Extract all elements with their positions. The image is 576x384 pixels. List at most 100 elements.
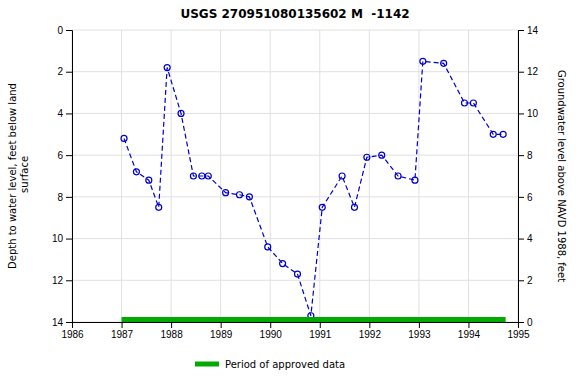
grid-line <box>72 155 518 156</box>
tick-mark <box>122 322 123 328</box>
tick-label: 6 <box>527 192 533 203</box>
tick: 2 <box>518 275 533 286</box>
marker <box>190 173 196 179</box>
tick-mark <box>221 322 222 328</box>
marker <box>470 100 476 106</box>
tick: 6 <box>57 150 72 161</box>
tick: 1992 <box>359 322 382 340</box>
marker <box>490 131 496 137</box>
tick: 4 <box>518 233 533 244</box>
marker <box>364 154 370 160</box>
y-axis: 02468101214 <box>52 25 73 328</box>
marker <box>178 110 184 116</box>
marks <box>121 58 506 322</box>
tick: 1990 <box>260 322 283 340</box>
tick-label: 1987 <box>111 329 134 340</box>
tick-mark <box>66 72 72 73</box>
tick-label: 10 <box>527 108 539 119</box>
tick-label: 1986 <box>61 329 84 340</box>
tick-mark <box>66 280 72 281</box>
marker <box>121 135 127 141</box>
marker <box>280 261 286 267</box>
tick-mark <box>66 113 72 114</box>
tick-mark <box>518 72 524 73</box>
tick-mark <box>369 322 370 328</box>
grid-line <box>72 196 518 197</box>
tick-mark <box>66 30 72 31</box>
tick-mark <box>320 322 321 328</box>
legend-swatch <box>195 362 219 367</box>
grid-line <box>72 280 518 281</box>
approved-period <box>122 317 506 322</box>
tick: 10 <box>518 108 539 119</box>
tick-label: 1992 <box>359 329 382 340</box>
tick: 14 <box>518 25 539 36</box>
tick: 1988 <box>160 322 183 340</box>
tick-label: 1993 <box>408 329 431 340</box>
tick-label: 4 <box>57 108 63 119</box>
tick: 10 <box>52 233 72 244</box>
marker <box>500 131 506 137</box>
tick-label: 6 <box>57 150 63 161</box>
tick: 1987 <box>111 322 134 340</box>
tick-mark <box>66 239 72 240</box>
marker <box>294 271 300 277</box>
legend-label: Period of approved data <box>225 359 345 370</box>
chart: 1986198719881989199019911992199319941995… <box>0 0 576 384</box>
axis-line <box>519 31 525 323</box>
tick-label: 1995 <box>507 329 530 340</box>
tick-label: 1994 <box>458 329 481 340</box>
tick-label: 2 <box>57 66 63 77</box>
grid-line <box>72 30 518 31</box>
tick-mark <box>518 155 524 156</box>
tick: 0 <box>57 25 72 36</box>
marker <box>441 60 447 66</box>
tick-mark <box>419 322 420 328</box>
grid <box>72 30 518 322</box>
tick-mark <box>518 197 524 198</box>
marker <box>420 58 426 64</box>
grid-line <box>72 238 518 239</box>
marker <box>223 190 229 196</box>
tick-mark <box>66 322 72 323</box>
tick-label: 2 <box>527 275 533 286</box>
grid-line <box>270 30 271 322</box>
tick-label: 0 <box>527 317 533 328</box>
tick-mark <box>66 197 72 198</box>
grid-line <box>121 30 122 322</box>
marker <box>156 204 162 210</box>
marker <box>351 204 357 210</box>
x-axis: 1986198719881989199019911992199319941995 <box>61 322 530 340</box>
marker <box>461 100 467 106</box>
marker <box>246 194 252 200</box>
tick: 1994 <box>458 322 481 340</box>
marker <box>205 173 211 179</box>
tick: 6 <box>518 192 533 203</box>
tick-label: 0 <box>57 25 63 36</box>
grid-line <box>369 30 370 322</box>
plot: 1986198719881989199019911992199319941995… <box>7 25 567 340</box>
tick-mark <box>468 322 469 328</box>
tick: 8 <box>57 192 72 203</box>
marker <box>146 177 152 183</box>
tick-label: 1991 <box>309 329 332 340</box>
marker <box>412 177 418 183</box>
tick-label: 1988 <box>160 329 183 340</box>
tick: 2 <box>57 66 72 77</box>
grid-line <box>171 30 172 322</box>
legend: Period of approved data <box>195 359 345 370</box>
axis-line <box>66 31 73 323</box>
y-axis-label: Depth to water level, feet below land su… <box>7 83 30 269</box>
marker <box>395 173 401 179</box>
tick: 0 <box>518 317 533 328</box>
marker <box>236 192 242 198</box>
tick-mark <box>518 30 524 31</box>
tick: 14 <box>52 317 72 328</box>
tick-mark <box>518 280 524 281</box>
tick-label: 14 <box>527 25 539 36</box>
tick-mark <box>518 113 524 114</box>
tick: 1986 <box>61 322 84 340</box>
tick: 1991 <box>309 322 332 340</box>
title: USGS 270951080135602 M -1142 <box>180 7 409 21</box>
y2-axis-label: Groundwater level above NAVD 1988, feet <box>556 70 567 282</box>
